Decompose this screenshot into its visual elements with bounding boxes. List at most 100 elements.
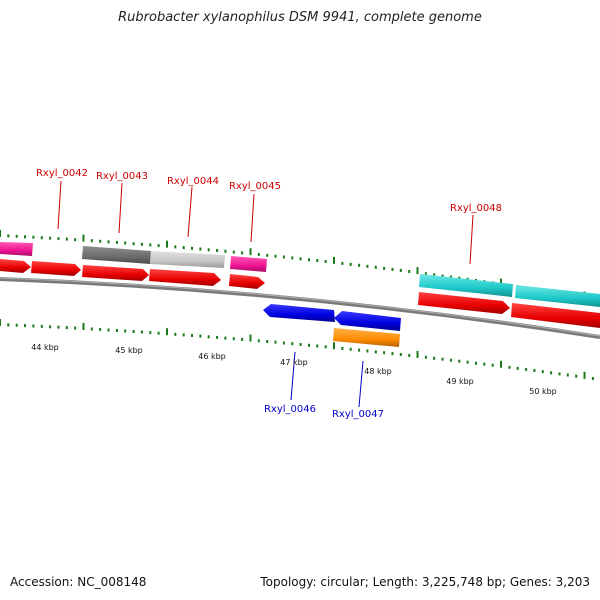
- scale-label-44kbp: 44 kbp: [31, 343, 59, 352]
- upper-major-tick: [166, 240, 168, 248]
- gene-label-rxyl-0047[interactable]: Rxyl_0047: [332, 409, 384, 420]
- lower-tick-track: [0, 319, 594, 380]
- lower-minor-tick: [32, 324, 35, 328]
- cds-arrow-rxyl-0046: [263, 304, 335, 322]
- lower-minor-tick: [483, 362, 486, 366]
- lower-minor-tick: [358, 348, 361, 352]
- lower-minor-tick: [566, 373, 569, 377]
- lower-minor-tick: [132, 330, 135, 333]
- lower-minor-tick: [216, 335, 219, 339]
- lower-minor-tick: [466, 360, 469, 364]
- upper-minor-tick: [216, 249, 219, 252]
- upper-minor-tick: [366, 264, 369, 268]
- upper-minor-tick: [199, 247, 202, 251]
- upper-minor-tick: [299, 257, 302, 261]
- lower-minor-tick: [324, 345, 327, 349]
- genome-backbone: [0, 277, 600, 339]
- lower-major-tick: [249, 334, 252, 342]
- scale-label-50kbp: 50 kbp: [529, 387, 557, 396]
- lower-minor-tick: [291, 342, 294, 346]
- lower-minor-tick: [140, 330, 143, 334]
- genome-summary-text: Topology: circular; Length: 3,225,748 bp…: [260, 575, 590, 589]
- pink-block: [230, 256, 267, 272]
- scale-label-47kbp: 47 kbp: [280, 358, 308, 367]
- upper-minor-tick: [224, 249, 227, 253]
- upper-minor-tick: [449, 275, 452, 279]
- upper-minor-tick: [140, 242, 143, 246]
- upper-major-tick: [416, 267, 419, 275]
- lower-minor-tick: [65, 326, 68, 330]
- lower-minor-tick: [266, 340, 269, 343]
- accession-text: Accession: NC_008148: [10, 575, 147, 589]
- lower-minor-tick: [575, 374, 578, 378]
- upper-minor-tick: [207, 248, 210, 252]
- upper-minor-tick: [90, 239, 93, 243]
- scale-label-46kbp: 46 kbp: [198, 352, 226, 361]
- lower-minor-tick: [90, 327, 93, 331]
- leader-line-rxyl-0045: [250, 193, 255, 243]
- upper-minor-tick: [257, 253, 260, 256]
- cyan-block-1: [419, 274, 513, 297]
- upper-minor-tick: [391, 267, 394, 271]
- lower-minor-tick: [475, 361, 477, 365]
- cds-arrow-rxyl-0047: [334, 311, 401, 331]
- lower-minor-tick: [424, 355, 427, 359]
- lower-minor-tick: [341, 347, 344, 350]
- cds-arrow-rxyl-0048b: [511, 303, 600, 328]
- upper-minor-tick: [174, 245, 177, 249]
- lower-minor-tick: [257, 339, 260, 343]
- upper-minor-tick: [458, 276, 461, 280]
- cds-arrow-rxyl-0043: [82, 265, 149, 281]
- upper-minor-tick: [32, 235, 35, 239]
- upper-minor-tick: [57, 237, 60, 241]
- lower-minor-tick: [591, 377, 594, 380]
- map-title: Rubrobacter xylanophilus DSM 9941, compl…: [118, 10, 482, 25]
- upper-major-tick: [0, 230, 1, 237]
- cds-arrow-rxyl-0042: [31, 261, 81, 276]
- lower-minor-tick: [182, 333, 185, 337]
- lower-minor-tick: [533, 369, 536, 372]
- leader-line-rxyl-0047: [358, 360, 364, 408]
- leader-line-rxyl-0042: [57, 180, 62, 230]
- upper-minor-tick: [266, 253, 269, 257]
- lower-minor-tick: [491, 363, 494, 367]
- lower-minor-tick: [57, 325, 60, 329]
- upper-minor-tick: [349, 262, 352, 266]
- lower-minor-tick: [191, 334, 193, 337]
- lower-minor-tick: [541, 370, 544, 374]
- lower-minor-tick: [149, 331, 152, 335]
- upper-minor-tick: [182, 246, 185, 250]
- gene-label-rxyl-0042[interactable]: Rxyl_0042: [36, 168, 88, 179]
- lower-minor-tick: [299, 343, 302, 346]
- upper-minor-tick: [232, 250, 235, 254]
- lower-minor-tick: [433, 356, 436, 360]
- gene-label-rxyl-0044[interactable]: Rxyl_0044: [167, 176, 219, 187]
- lower-minor-tick: [15, 323, 18, 327]
- lower-minor-tick: [383, 351, 386, 355]
- gene-label-rxyl-0043[interactable]: Rxyl_0043: [96, 171, 148, 182]
- upper-minor-tick: [124, 241, 127, 245]
- gene-label-rxyl-0048[interactable]: Rxyl_0048: [450, 203, 502, 214]
- lower-minor-tick: [241, 337, 244, 341]
- pink-block-left: [0, 242, 33, 256]
- upper-minor-tick: [358, 263, 361, 267]
- lower-minor-tick: [199, 334, 202, 338]
- scale-label-48kbp: 48 kbp: [364, 367, 392, 376]
- cds-arrow-rxyl-0045: [229, 274, 265, 289]
- lower-minor-tick: [391, 352, 394, 356]
- lower-major-tick: [583, 371, 586, 379]
- upper-minor-tick: [157, 244, 160, 248]
- lower-minor-tick: [316, 344, 319, 348]
- lower-minor-tick: [441, 357, 444, 361]
- lower-major-tick: [82, 323, 85, 330]
- lower-minor-tick: [516, 366, 519, 370]
- lower-minor-tick: [107, 328, 110, 332]
- lower-minor-tick: [449, 358, 452, 362]
- lower-minor-tick: [7, 323, 10, 327]
- gene-label-rxyl-0045[interactable]: Rxyl_0045: [229, 181, 281, 192]
- upper-major-tick: [82, 234, 85, 242]
- lower-major-tick: [333, 342, 335, 350]
- lower-major-tick: [500, 360, 502, 368]
- gene-label-rxyl-0046[interactable]: Rxyl_0046: [264, 404, 316, 415]
